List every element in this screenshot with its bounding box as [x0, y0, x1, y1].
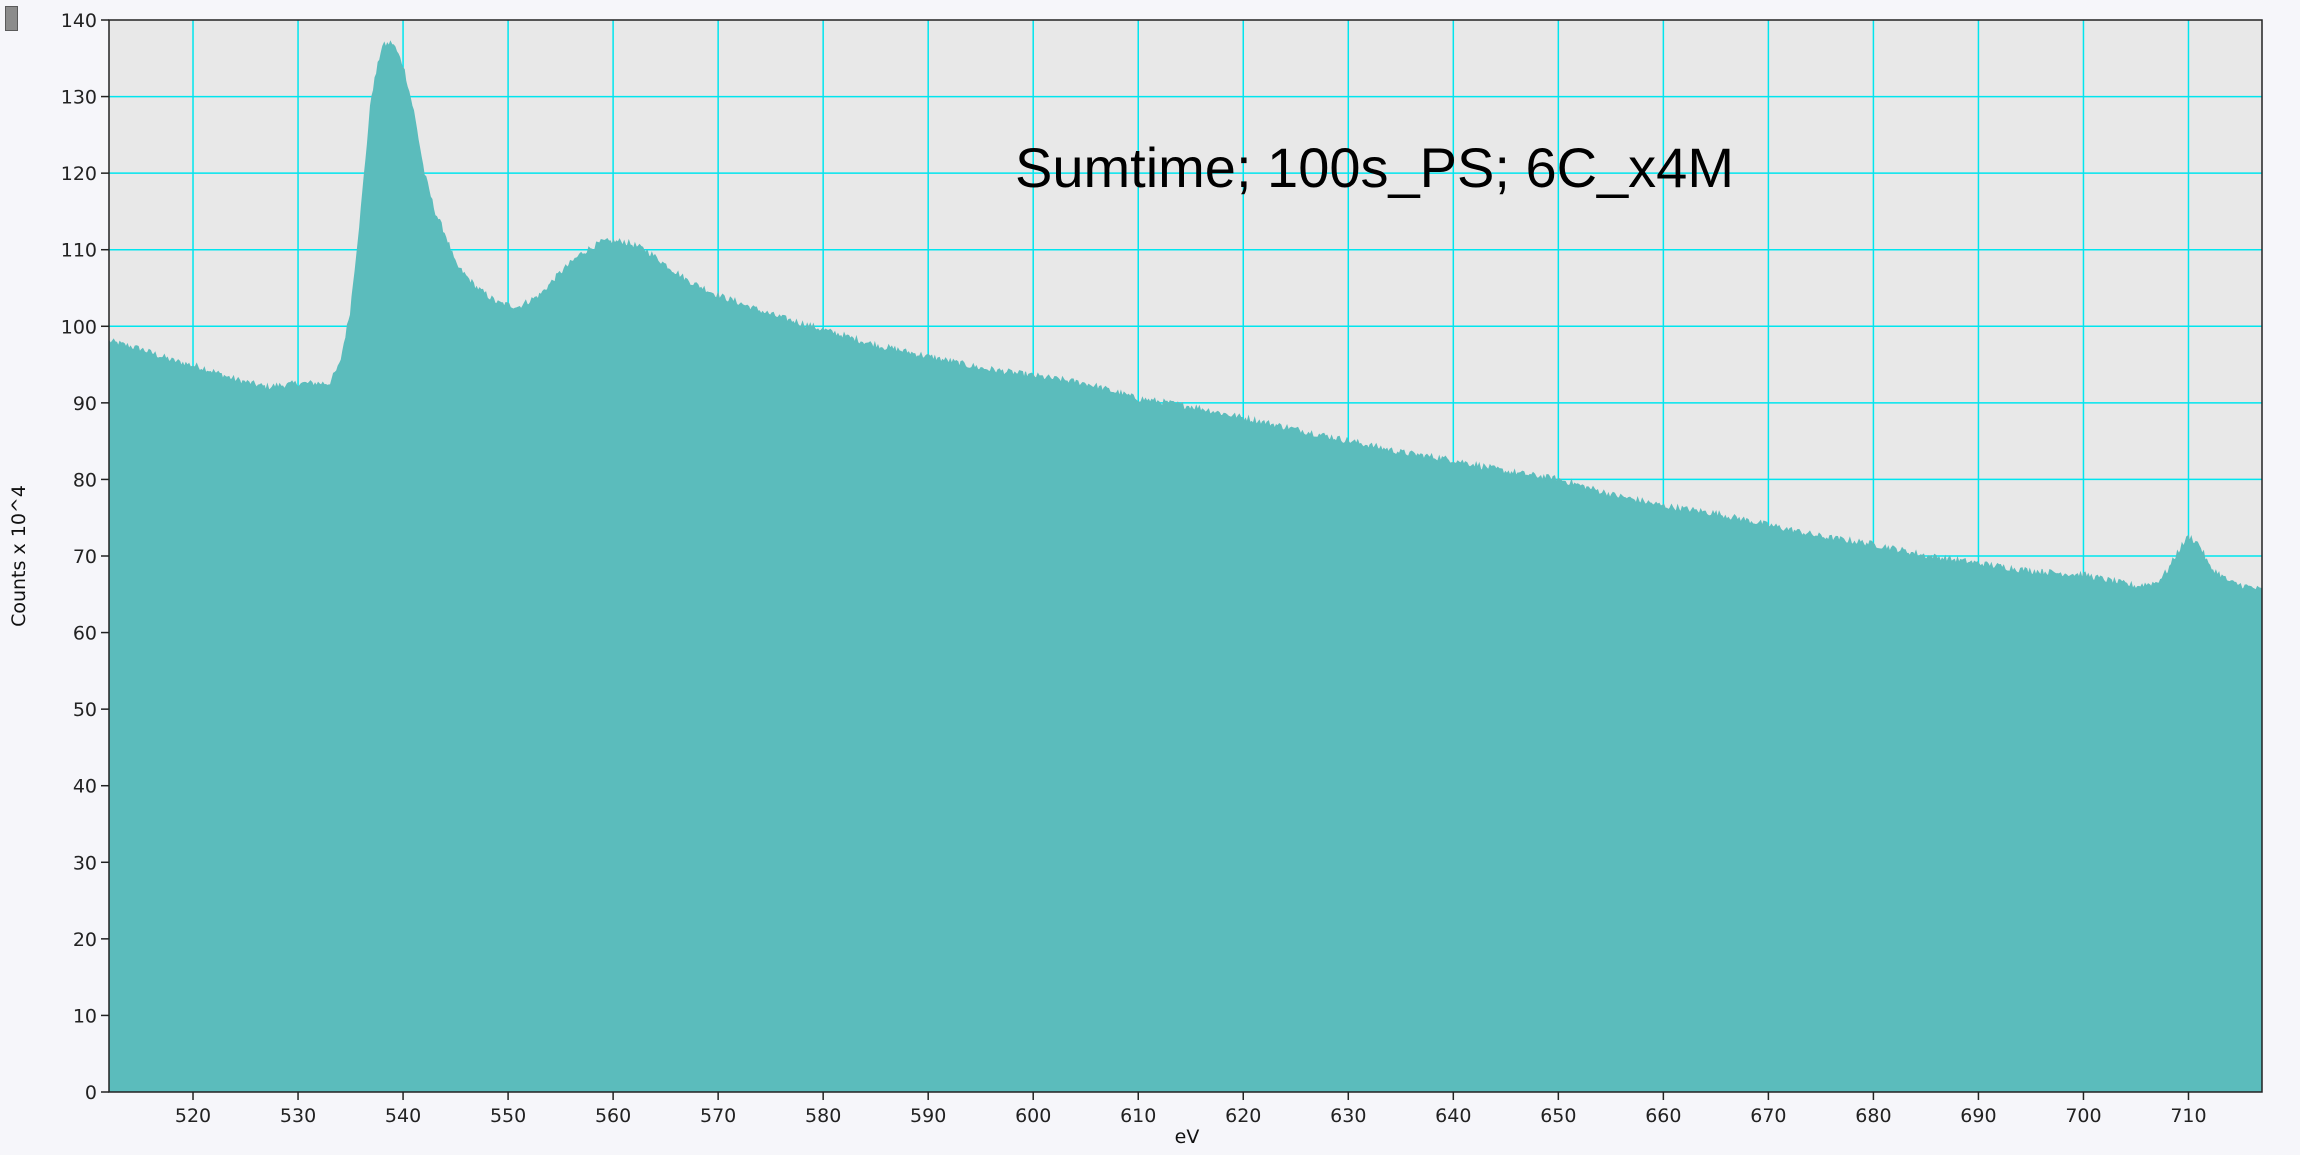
y-tick-label: 100 [61, 316, 97, 338]
x-axis-title: eV [1175, 1126, 1200, 1148]
y-axis: 0 10 20 30 40 50 60 70 80 90 100 110 120 130 140 [61, 10, 109, 1104]
x-axis: 520 530 540 550 560 570 580 590 600 610 620 630 640 6… [175, 1092, 2207, 1127]
x-tick-label: 610 [1120, 1105, 1156, 1127]
y-tick-label: 80 [73, 469, 97, 491]
spectrum-series-area [108, 40, 2263, 1093]
y-tick-label: 40 [73, 776, 97, 798]
x-tick-label: 630 [1330, 1105, 1366, 1127]
x-tick-label: 590 [910, 1105, 946, 1127]
y-tick-label: 110 [61, 240, 97, 262]
y-axis-title: Counts x 10^4 [8, 485, 30, 627]
x-tick-label: 560 [595, 1105, 631, 1127]
data-layer [108, 40, 2263, 1093]
x-tick-label: 700 [2065, 1105, 2101, 1127]
x-tick-label: 650 [1540, 1105, 1576, 1127]
x-tick-label: 690 [1960, 1105, 1996, 1127]
x-tick-label: 710 [2170, 1105, 2206, 1127]
x-tick-label: 670 [1750, 1105, 1786, 1127]
y-tick-label: 20 [73, 929, 97, 951]
x-tick-label: 580 [805, 1105, 841, 1127]
x-tick-label: 540 [385, 1105, 421, 1127]
y-tick-label: 10 [73, 1005, 97, 1027]
x-tick-label: 680 [1855, 1105, 1891, 1127]
chart-annotation: Sumtime; 100s_PS; 6C_x4M [1015, 136, 1734, 199]
x-tick-label: 520 [175, 1105, 211, 1127]
y-tick-label: 70 [73, 546, 97, 568]
resize-grip-icon[interactable] [5, 6, 18, 31]
x-tick-label: 620 [1225, 1105, 1261, 1127]
x-tick-label: 530 [280, 1105, 316, 1127]
y-tick-label: 0 [85, 1082, 97, 1104]
y-tick-label: 130 [61, 87, 97, 109]
x-tick-label: 600 [1015, 1105, 1051, 1127]
x-tick-label: 570 [700, 1105, 736, 1127]
y-tick-label: 90 [73, 393, 97, 415]
y-tick-label: 140 [61, 10, 97, 32]
x-tick-label: 660 [1645, 1105, 1681, 1127]
y-tick-label: 30 [73, 852, 97, 874]
y-tick-label: 50 [73, 699, 97, 721]
x-tick-label: 550 [490, 1105, 526, 1127]
y-tick-label: 120 [61, 163, 97, 185]
y-tick-label: 60 [73, 623, 97, 645]
x-tick-label: 640 [1435, 1105, 1471, 1127]
